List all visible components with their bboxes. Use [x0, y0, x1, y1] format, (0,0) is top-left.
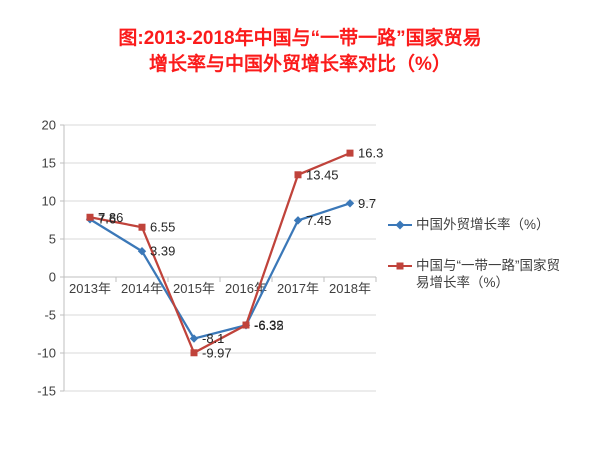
- legend-diamond-marker: [395, 220, 405, 230]
- data-point-marker: [294, 171, 302, 179]
- y-axis-label: 0: [49, 270, 56, 285]
- red-line-square-icon: [388, 262, 412, 270]
- y-axis-label: -10: [37, 346, 56, 361]
- data-label: 13.45: [306, 167, 339, 182]
- data-label: -6.32: [254, 318, 284, 333]
- series-line: [89, 152, 351, 355]
- data-point-marker: [345, 199, 355, 208]
- data-label: -9.97: [202, 345, 232, 360]
- y-axis-label: -15: [37, 384, 56, 399]
- data-point-marker: [293, 216, 303, 225]
- chart-title: 图:2013-2018年中国与“一带一路”国家贸易 增长率与中国外贸增长率对比（…: [0, 26, 600, 78]
- data-label: 7.45: [306, 213, 331, 228]
- data-label: 7.86: [98, 210, 123, 225]
- data-point-marker: [189, 334, 199, 343]
- data-label: 6.55: [150, 220, 175, 235]
- data-label: 16.3: [358, 146, 383, 161]
- legend: 中国外贸增长率（%） 中国与“一带一路”国家贸易增长率（%）: [388, 216, 578, 315]
- x-axis-label: 2017年: [277, 281, 319, 296]
- x-axis-label: 2018年: [329, 281, 371, 296]
- legend-item-china-foreign-trade: 中国外贸增长率（%）: [388, 216, 578, 233]
- data-point-marker: [190, 349, 198, 357]
- y-axis-label: 20: [42, 118, 56, 133]
- x-axis-label: 2013年: [69, 281, 111, 296]
- x-axis-label: 2014年: [121, 281, 163, 296]
- y-axis-label: 5: [49, 232, 56, 247]
- data-label: -6.35: [254, 318, 284, 333]
- data-label: 3.39: [150, 244, 175, 259]
- blue-line-diamond-icon: [388, 220, 412, 230]
- y-axis-label: 10: [42, 194, 56, 209]
- data-point-marker: [86, 213, 94, 221]
- legend-square-marker: [396, 262, 404, 270]
- data-point-marker: [138, 223, 146, 231]
- legend-label-china-foreign-trade: 中国外贸增长率（%）: [416, 217, 550, 232]
- legend-item-belt-and-road-trade: 中国与“一带一路”国家贸易增长率（%）: [388, 257, 578, 291]
- x-axis-label: 2015年: [173, 281, 215, 296]
- data-label: 7.6: [98, 212, 116, 227]
- y-axis-label: 15: [42, 156, 56, 171]
- data-label: 9.7: [358, 196, 376, 211]
- y-axis-label: -5: [44, 308, 56, 323]
- chart-title-line2: 增长率与中国外贸增长率对比（%）: [149, 54, 451, 75]
- series-line: [89, 202, 351, 340]
- chart-title-line1: 图:2013-2018年中国与“一带一路”国家贸易: [118, 28, 482, 49]
- data-point-marker: [346, 149, 354, 157]
- data-point-marker: [242, 321, 250, 329]
- data-label: -8.1: [202, 331, 224, 346]
- legend-label-belt-and-road-trade: 中国与“一带一路”国家贸易增长率（%）: [416, 258, 560, 290]
- data-point-marker: [137, 247, 147, 256]
